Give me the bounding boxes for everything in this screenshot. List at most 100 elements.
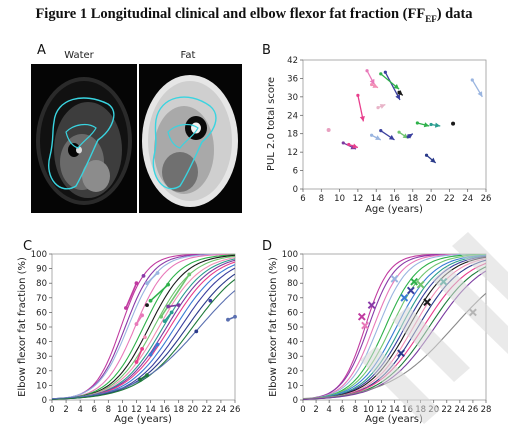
panel-c-data-point (145, 303, 149, 307)
panel-c-data-point (226, 317, 230, 322)
panel-b-data-point (451, 121, 456, 126)
panel-c-data-point (194, 329, 199, 334)
panel-b-y-tick-label: 0 (293, 185, 298, 195)
panel-b-series-line (384, 71, 401, 101)
panel-c-data-point (138, 377, 142, 382)
panel-c-observed-segment (146, 272, 159, 284)
panel-b-data-point (415, 121, 419, 125)
panel-c-y-tick-label: 100 (31, 250, 47, 260)
panel-c-y-axis-label: Elbow flexor fat fraction (%) (17, 257, 28, 397)
panel-c-data-point (155, 271, 160, 275)
panel-b-x-tick-label: 26 (481, 194, 492, 204)
fat-label: Fat (181, 50, 196, 61)
panel-d-x-marker (416, 280, 425, 289)
panel-b-data-point (370, 82, 374, 87)
panel-b-x-tick-label: 24 (462, 194, 473, 204)
panel-c-data-point (134, 360, 139, 364)
panel-b-y-axis-label: PUL 2.0 total score (266, 77, 277, 171)
panel-b-data-point (370, 133, 374, 137)
panel-c-data-point (162, 319, 167, 324)
panel-c-data-point (145, 281, 149, 286)
panel-c-letter: C (23, 239, 32, 254)
panel-b-data-point (379, 129, 383, 133)
panel-c-data-point (140, 313, 144, 318)
panel-b-arrowhead (393, 83, 400, 90)
panel-b-x-tick-label: 20 (426, 194, 437, 204)
panel-c-y-tick-label: 60 (36, 308, 47, 318)
panel-c-data-point (148, 298, 153, 303)
panel-b-data-point (347, 142, 351, 147)
figure-title: Figure 1 Longitudinal clinical and elbow… (0, 6, 508, 24)
panel-d-y-tick-label: 80 (287, 279, 298, 289)
panel-d-y-tick-label: 10 (287, 381, 298, 391)
panel-b-arrowhead (372, 83, 379, 88)
panel-c-y-tick-label: 80 (36, 279, 47, 289)
panel-d-x-tick-label: 22 (441, 405, 452, 415)
panel-b-arrowhead (388, 134, 395, 140)
water-roi-outline (48, 97, 115, 190)
panel-c-series-curve (52, 278, 235, 400)
panel-b-x-tick-label: 12 (352, 194, 363, 204)
panel-c-x-tick-label: 12 (131, 405, 142, 415)
panel-d-plot-area (302, 253, 487, 401)
panel-b-data-point (379, 72, 383, 76)
figure-title-tail: ) data (436, 6, 473, 22)
panel-b-data-point (383, 70, 387, 74)
panel-b-data-point (356, 93, 360, 97)
panel-c-y-tick-label: 50 (36, 323, 47, 333)
panel-b-y-tick-label: 30 (287, 93, 298, 103)
panel-b-data-point (470, 78, 474, 82)
panel-c-data-point (141, 274, 146, 278)
panel-c-x-axis-label: Age (years) (114, 414, 172, 425)
panel-b-arrowhead (434, 122, 441, 128)
panel-d-x-axis-label: Age (years) (365, 414, 423, 425)
panel-c-x-tick-label: 18 (173, 405, 184, 415)
panel-d-x-marker (357, 312, 366, 321)
panel-b-data-point (429, 122, 433, 127)
panel-c-x-tick-label: 6 (92, 405, 97, 415)
water-label: Water (64, 50, 94, 61)
panel-d-y-tick-label: 100 (282, 250, 298, 260)
panel-d-x-tick-label: 20 (428, 405, 439, 415)
panel-c-x-tick-label: 16 (159, 405, 170, 415)
panel-c-observed-segment (160, 273, 190, 318)
panel-c-y-tick-label: 30 (36, 352, 47, 362)
panel-c-observed-segment (135, 348, 143, 363)
panel-c-observed-segment (149, 284, 169, 302)
panel-b-data-point (341, 141, 345, 145)
panel-c-data-point (134, 322, 139, 326)
panel-c-y-tick-label: 10 (36, 381, 47, 391)
panel-d-y-tick-label: 40 (287, 338, 298, 348)
panel-b-plot-area (302, 59, 487, 190)
panel-c-data-point (166, 304, 171, 309)
panel-d-x-tick-label: 8 (353, 405, 358, 415)
panel-d-y-tick-label: 20 (287, 367, 298, 377)
panel-b-y-tick-label: 42 (287, 56, 298, 66)
panel-b-y-tick-label: 24 (287, 111, 298, 121)
panel-c-series-curve (52, 254, 235, 400)
figure-title-subscript: EF (425, 13, 437, 24)
panel-d-x-tick-label: 26 (468, 405, 479, 415)
panel-d-x-tick-label: 4 (326, 405, 331, 415)
panel-b-data-point (397, 130, 401, 134)
panel-c-data-point (159, 314, 163, 319)
panel-b-x-tick-label: 16 (389, 194, 400, 204)
panel-d-y-tick-label: 0 (293, 396, 298, 406)
panel-d-x-marker (367, 301, 376, 310)
panel-c-x-tick-label: 10 (117, 405, 128, 415)
panel-b-data-point (406, 135, 410, 139)
panel-b-arrowhead (379, 104, 386, 109)
panel-b-y-tick-label: 36 (287, 74, 298, 84)
panel-c-data-point (208, 298, 213, 303)
panel-b-arrowhead (369, 78, 375, 85)
panel-b-data-point (326, 128, 331, 133)
panel-b-data-point (365, 69, 369, 73)
panel-c-data-point (140, 347, 144, 351)
panel-c-data-point (155, 342, 160, 347)
panel-c-data-point (124, 306, 128, 310)
panel-b-x-tick-label: 8 (319, 194, 324, 204)
panel-c-data-point (187, 272, 192, 277)
panel-d-x-marker (406, 286, 415, 295)
panel-b-arrowhead (430, 157, 436, 163)
